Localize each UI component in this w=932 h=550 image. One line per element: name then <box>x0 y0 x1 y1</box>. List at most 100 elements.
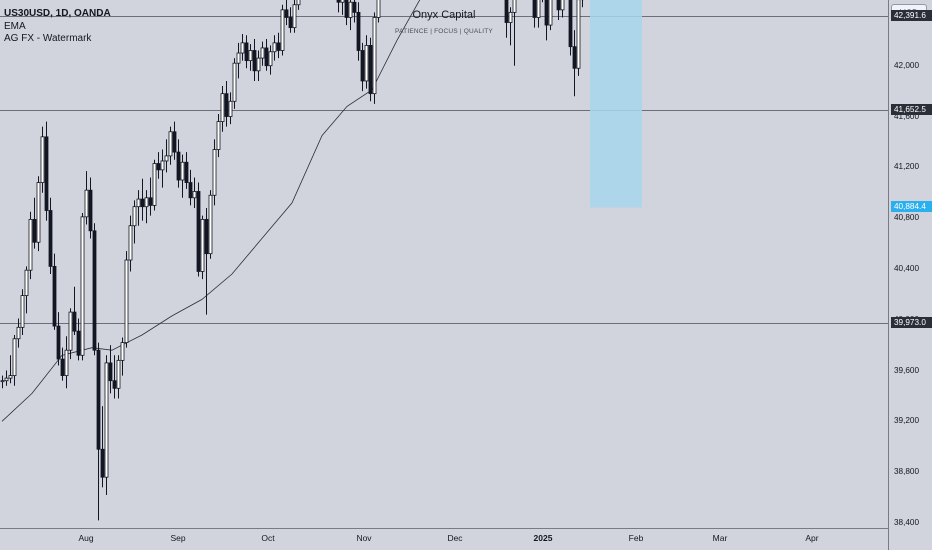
price-tick-label: 38,400 <box>894 517 920 527</box>
candle-bearish <box>556 0 561 11</box>
time-tick-label: Nov <box>356 533 372 543</box>
time-tick-label: 2025 <box>533 533 553 543</box>
candle-bearish <box>568 0 573 48</box>
candle-bearish <box>224 93 229 117</box>
price-tick-label: 40,400 <box>894 263 920 273</box>
candle-bearish <box>92 230 97 351</box>
candle-bullish <box>24 269 29 296</box>
candle-bearish <box>148 197 153 206</box>
candle-bearish <box>188 182 193 199</box>
candle-bullish <box>372 17 377 95</box>
candle-bullish <box>8 375 13 379</box>
candle-bearish <box>336 0 341 3</box>
candle-bearish <box>360 50 365 82</box>
indicator-watermark-label[interactable]: AG FX - Watermark <box>4 33 92 44</box>
time-tick-label: Feb <box>628 533 644 543</box>
candle-bullish <box>36 182 41 243</box>
price-badge: 41,652.5 <box>891 103 932 115</box>
candle-bullish <box>136 198 141 208</box>
candle-bearish <box>368 45 373 95</box>
candle-bullish <box>124 259 129 343</box>
candle-bullish <box>64 349 69 377</box>
candle-bearish <box>284 9 289 18</box>
time-tick-label: Sep <box>170 533 186 543</box>
candle-bullish <box>376 0 381 18</box>
candle-bullish <box>144 197 149 208</box>
candle-bullish <box>0 380 5 383</box>
candle-bullish <box>576 0 581 69</box>
candle-bullish <box>20 295 25 328</box>
candle-bearish <box>356 11 361 51</box>
time-axis[interactable] <box>0 528 888 550</box>
candle-bearish <box>344 0 349 18</box>
candle-bearish <box>60 358 65 376</box>
price-badge: 42,391.6 <box>891 9 932 21</box>
candle-bearish <box>204 218 209 255</box>
candle-bullish <box>164 155 169 162</box>
candle-bullish <box>168 131 173 157</box>
candle-bearish <box>112 380 117 389</box>
time-tick-label: Oct <box>261 533 275 543</box>
price-tick-label: 42,000 <box>894 60 920 70</box>
indicator-ema-label[interactable]: EMA <box>4 21 26 32</box>
candle-bearish <box>48 210 53 267</box>
candle-bearish <box>252 50 257 72</box>
candle-bearish <box>140 198 145 208</box>
candle-bullish <box>228 100 233 117</box>
candle-bullish <box>80 216 85 356</box>
candle-bullish <box>248 50 253 62</box>
candle-bullish <box>508 11 513 23</box>
candle-bearish <box>108 362 113 382</box>
candle-bullish <box>232 62 237 102</box>
candle-bullish <box>192 191 197 199</box>
candle-bearish <box>76 330 81 356</box>
price-tick-label: 38,800 <box>894 467 920 477</box>
watermark-subtitle: PATIENCE | FOCUS | QUALITY <box>395 28 493 35</box>
candle-bullish <box>536 0 541 18</box>
candle-bullish <box>16 326 21 340</box>
time-tick-label: Aug <box>78 533 94 543</box>
candle-bullish <box>240 42 245 54</box>
symbol-title[interactable]: US30USD, 1D, OANDA <box>4 8 111 19</box>
candle-bearish <box>100 448 105 478</box>
candle-bullish <box>4 377 9 382</box>
target-zone-box <box>590 0 642 208</box>
candle-bullish <box>220 93 225 123</box>
candle-bullish <box>216 121 221 150</box>
candle-bearish <box>88 189 93 232</box>
candle-bearish <box>352 1 357 13</box>
time-tick-label: Mar <box>712 533 728 543</box>
price-chart[interactable] <box>0 0 888 528</box>
candle-bullish <box>236 52 241 64</box>
candle-bullish <box>84 189 89 218</box>
price-tick-label: 41,600 <box>894 111 920 121</box>
candle-bearish <box>244 42 249 62</box>
candle-bullish <box>40 136 45 183</box>
candle-bullish <box>348 1 353 18</box>
time-tick-label: Dec <box>447 533 463 543</box>
price-badge: 39,973.0 <box>891 317 932 329</box>
candle-bearish <box>572 46 577 69</box>
price-axis[interactable] <box>888 0 932 550</box>
candle-bearish <box>276 42 281 51</box>
candle-bullish <box>28 218 33 271</box>
chart-canvas[interactable] <box>0 0 888 528</box>
candle-bullish <box>292 4 297 29</box>
candle-bullish <box>132 206 137 227</box>
candle-bullish <box>548 0 553 26</box>
candle-bearish <box>72 311 77 332</box>
candle-bullish <box>104 362 109 478</box>
candle-bearish <box>52 265 57 327</box>
candle-bullish <box>256 57 261 72</box>
price-tick-label: 39,200 <box>894 416 920 426</box>
candle-bearish <box>544 0 549 26</box>
candle-bearish <box>264 47 269 67</box>
candle-bullish <box>280 9 285 51</box>
candle-bearish <box>504 0 509 23</box>
candle-bearish <box>156 163 161 171</box>
candle-bullish <box>296 0 301 6</box>
candle-bearish <box>176 151 181 181</box>
candle-bullish <box>160 160 165 171</box>
candle-bullish <box>260 47 265 59</box>
candle-bullish <box>152 163 157 206</box>
